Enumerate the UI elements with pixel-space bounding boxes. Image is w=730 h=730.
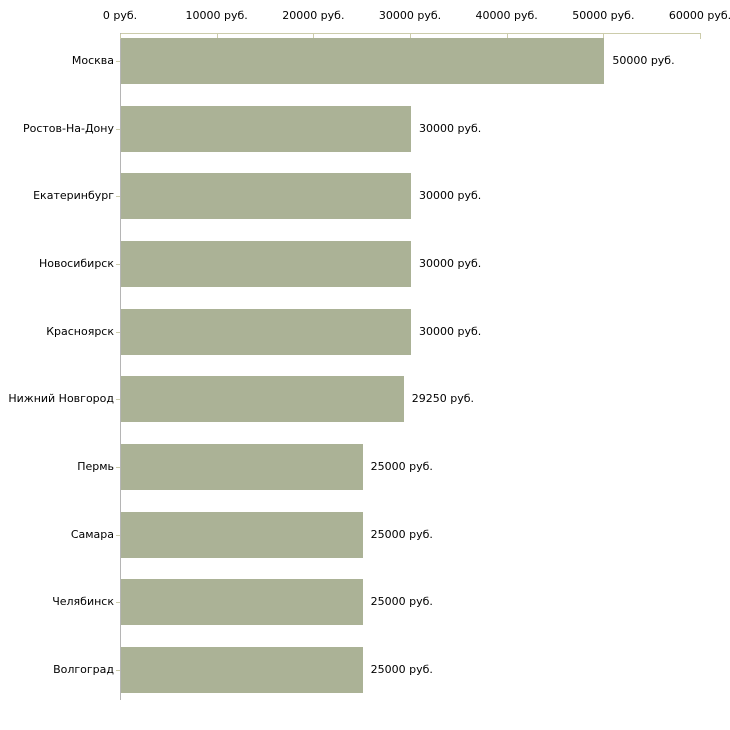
category-label: Москва (71, 54, 114, 67)
x-axis-tick-mark (506, 34, 508, 39)
bar-value-label: 25000 руб. (370, 595, 433, 609)
category-label: Челябинск (52, 595, 114, 609)
x-axis-tick-label: 60000 руб. (668, 9, 730, 22)
category-label: Самара (70, 527, 114, 541)
bar-value-label: 30000 руб. (419, 324, 482, 338)
bar (121, 376, 404, 423)
category-label: Красноярск (46, 324, 114, 338)
x-axis-tick-mark (216, 34, 218, 39)
x-axis-tick-label: 10000 руб. (185, 9, 248, 22)
x-axis-tick-mark (603, 34, 605, 39)
bar (121, 241, 411, 287)
category-tick-mark (116, 670, 120, 671)
bar (121, 38, 605, 84)
x-axis-tick-label: 40000 руб. (475, 9, 538, 22)
category-tick-mark (116, 196, 120, 197)
category-label: Новосибирск (38, 257, 114, 270)
category-label: Пермь (77, 460, 114, 474)
x-axis-tick-mark (700, 34, 701, 39)
category-label: Нижний Новгород (8, 392, 114, 406)
x-axis-tick-label: 50000 руб. (572, 9, 635, 22)
bar (121, 173, 411, 220)
bar-value-label: 30000 руб. (419, 189, 482, 203)
x-axis-tick-mark (120, 34, 121, 39)
category-tick-mark (116, 602, 120, 603)
category-tick-mark (116, 129, 120, 130)
y-axis-line (120, 33, 121, 700)
bar-value-label: 30000 руб. (419, 257, 482, 270)
category-tick-mark (116, 61, 120, 62)
bar-value-label: 29250 руб. (411, 392, 475, 406)
category-tick-mark (116, 399, 120, 400)
category-tick-mark (116, 264, 120, 265)
category-tick-mark (116, 467, 120, 468)
x-axis-tick-label: 0 руб. (102, 9, 138, 22)
bar (121, 444, 363, 491)
bar-value-label: 25000 руб. (370, 663, 433, 677)
bar (121, 511, 363, 558)
x-axis-tick-mark (313, 34, 315, 39)
category-label: Ростов-На-Дону (22, 121, 114, 135)
bar (121, 105, 411, 152)
bar-value-label: 30000 руб. (419, 121, 482, 135)
bar (121, 647, 363, 694)
bar-value-label: 50000 руб. (612, 54, 675, 67)
category-tick-mark (116, 332, 120, 333)
bar (121, 308, 411, 355)
category-label: Екатеринбург (33, 189, 114, 203)
bar-value-label: 25000 руб. (370, 460, 433, 474)
category-label: Волгоград (53, 663, 114, 677)
bar (121, 579, 363, 626)
x-axis-tick-label: 30000 руб. (378, 9, 442, 22)
x-axis-tick-label: 20000 руб. (282, 9, 345, 22)
x-axis-tick-mark (410, 34, 411, 39)
x-axis-line (120, 33, 701, 34)
category-tick-mark (116, 535, 120, 536)
bar-value-label: 25000 руб. (370, 527, 433, 541)
